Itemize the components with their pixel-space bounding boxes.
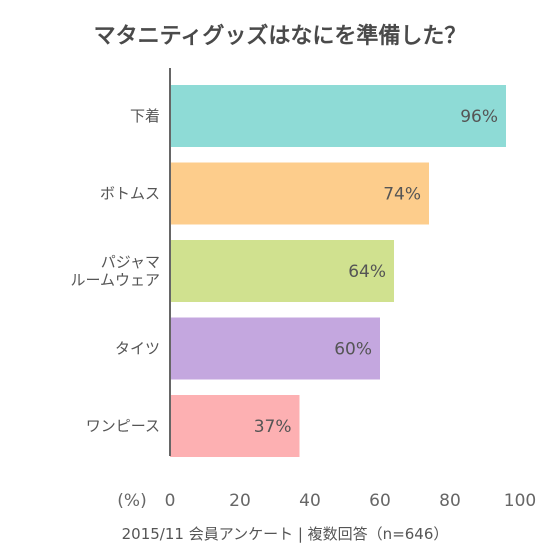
bars-group [170, 85, 506, 457]
bar-2 [170, 162, 429, 225]
x-tick-80: 80 [439, 491, 461, 511]
x-tick-0: 0 [165, 491, 176, 511]
footnote: 2015/11 会員アンケート | 複数回答（n=646） [122, 525, 449, 543]
bar-3 [170, 240, 394, 302]
value-label-1: 96% [460, 107, 498, 127]
x-tick-100: 100 [504, 491, 536, 511]
x-axis-unit: (%) [117, 491, 146, 511]
x-tick-40: 40 [299, 491, 321, 511]
value-label-4: 60% [334, 340, 372, 360]
bar-1 [170, 85, 506, 147]
bar-4 [170, 317, 380, 380]
value-label-5: 37% [254, 417, 292, 437]
value-labels: 96% 74% 64% 60% 37% [254, 107, 498, 437]
x-tick-60: 60 [369, 491, 391, 511]
value-label-2: 74% [383, 185, 421, 205]
category-label-5: ワンピース [86, 417, 160, 435]
value-label-3: 64% [348, 262, 386, 282]
category-label-2: ボトムス [100, 185, 160, 203]
x-tick-20: 20 [229, 491, 251, 511]
chart-title: マタニティグッズはなにを準備した？ [94, 23, 467, 49]
category-label-3: パジャマルームウェア [70, 253, 160, 289]
x-tick-labels: 0 20 40 60 80 100 [165, 491, 537, 511]
category-label-4: タイツ [115, 340, 160, 358]
bar-5 [170, 395, 300, 457]
category-label-1: 下着 [130, 107, 160, 125]
